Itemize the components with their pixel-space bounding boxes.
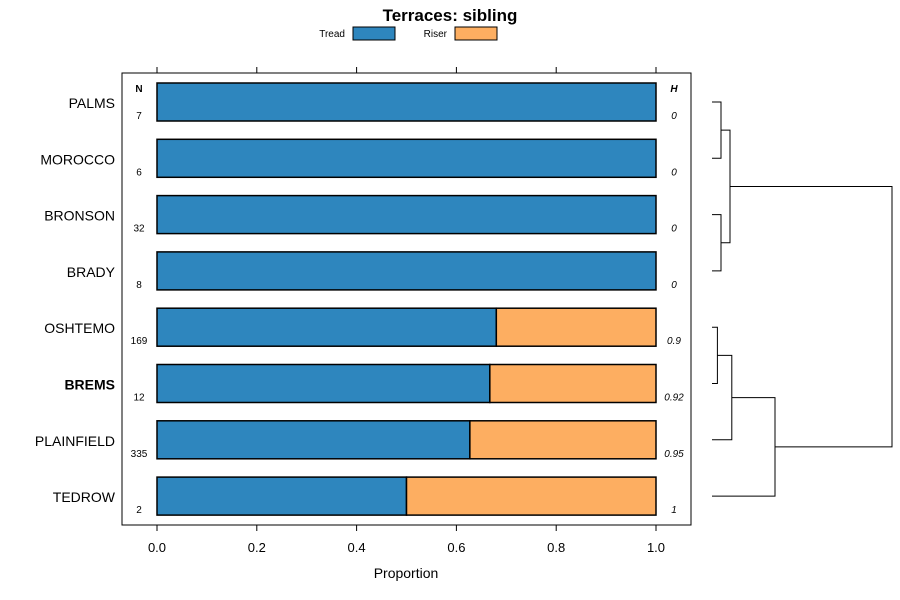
chart-title: Terraces: sibling xyxy=(383,6,518,25)
x-tick-label-1: 0.2 xyxy=(248,540,266,555)
category-label-brady: BRADY xyxy=(67,264,116,280)
legend-label-tread: Tread xyxy=(319,29,345,40)
n-value-morocco: 6 xyxy=(136,167,142,178)
h-value-oshtemo: 0.9 xyxy=(667,336,681,347)
category-label-bronson: BRONSON xyxy=(44,208,115,224)
n-value-bronson: 32 xyxy=(133,224,145,235)
h-value-brems: 0.92 xyxy=(664,393,684,404)
x-tick-label-5: 1.0 xyxy=(647,540,665,555)
category-label-morocco: MOROCCO xyxy=(40,151,115,167)
n-value-palms: 7 xyxy=(136,111,142,122)
bar-riser-oshtemo xyxy=(495,307,657,347)
row-labels: PALMS 7 0 MOROCCO 6 0 BRONSON 32 0 BRADY 8 0 OSHTEMO… xyxy=(35,95,684,516)
category-label-palms: PALMS xyxy=(69,95,115,111)
legend: Tread Riser xyxy=(319,26,498,41)
n-value-plainfield: 335 xyxy=(131,449,148,460)
h-value-plainfield: 0.95 xyxy=(664,449,684,460)
dendrogram xyxy=(712,101,893,497)
dendrogram-branch-5 xyxy=(712,354,733,441)
x-tick-label-3: 0.6 xyxy=(447,540,465,555)
axis-ticks: 0.0 0.2 0.4 0.6 0.8 1.0 xyxy=(148,67,665,555)
h-value-morocco: 0 xyxy=(671,167,677,178)
bars xyxy=(156,82,657,516)
bar-tread-tedrow xyxy=(156,476,408,516)
legend-swatch-riser xyxy=(454,26,498,41)
x-axis-title: Proportion xyxy=(374,565,439,581)
bar-tread-plainfield xyxy=(156,420,471,460)
bar-tread-bronson xyxy=(156,194,657,235)
dendrogram-branch-3 xyxy=(721,129,731,244)
n-value-tedrow: 2 xyxy=(136,505,142,516)
dendrogram-branch-7 xyxy=(730,185,893,448)
bar-tread-brady xyxy=(156,251,657,291)
bar-tread-brems xyxy=(156,363,491,404)
bar-riser-plainfield xyxy=(469,420,657,460)
h-column-header: H xyxy=(670,84,678,95)
h-value-bronson: 0 xyxy=(671,224,677,235)
bar-riser-tedrow xyxy=(405,476,657,516)
dendrogram-branch-1 xyxy=(712,101,722,159)
x-tick-label-0: 0.0 xyxy=(148,540,166,555)
plot-frame xyxy=(121,72,692,526)
dendrogram-branch-4 xyxy=(712,326,718,384)
category-label-oshtemo: OSHTEMO xyxy=(44,320,115,336)
bar-tread-morocco xyxy=(156,138,657,179)
dendrogram-branch-6 xyxy=(712,397,776,497)
legend-label-riser: Riser xyxy=(424,29,448,40)
n-value-brems: 12 xyxy=(133,393,145,404)
n-value-oshtemo: 169 xyxy=(131,336,148,347)
x-tick-label-2: 0.4 xyxy=(348,540,366,555)
bar-riser-brems xyxy=(489,363,657,404)
category-label-tedrow: TEDROW xyxy=(53,489,116,505)
bar-tread-palms xyxy=(156,82,657,122)
n-value-brady: 8 xyxy=(136,280,142,291)
h-value-tedrow: 1 xyxy=(671,505,677,516)
bar-tread-oshtemo xyxy=(156,307,498,347)
h-value-brady: 0 xyxy=(671,280,677,291)
dendrogram-branch-2 xyxy=(712,214,722,272)
category-label-plainfield: PLAINFIELD xyxy=(35,433,115,449)
legend-swatch-tread xyxy=(352,26,396,41)
category-label-brems: BREMS xyxy=(64,377,115,393)
x-tick-label-4: 0.8 xyxy=(547,540,565,555)
h-value-palms: 0 xyxy=(671,111,677,122)
n-column-header: N xyxy=(135,84,142,95)
